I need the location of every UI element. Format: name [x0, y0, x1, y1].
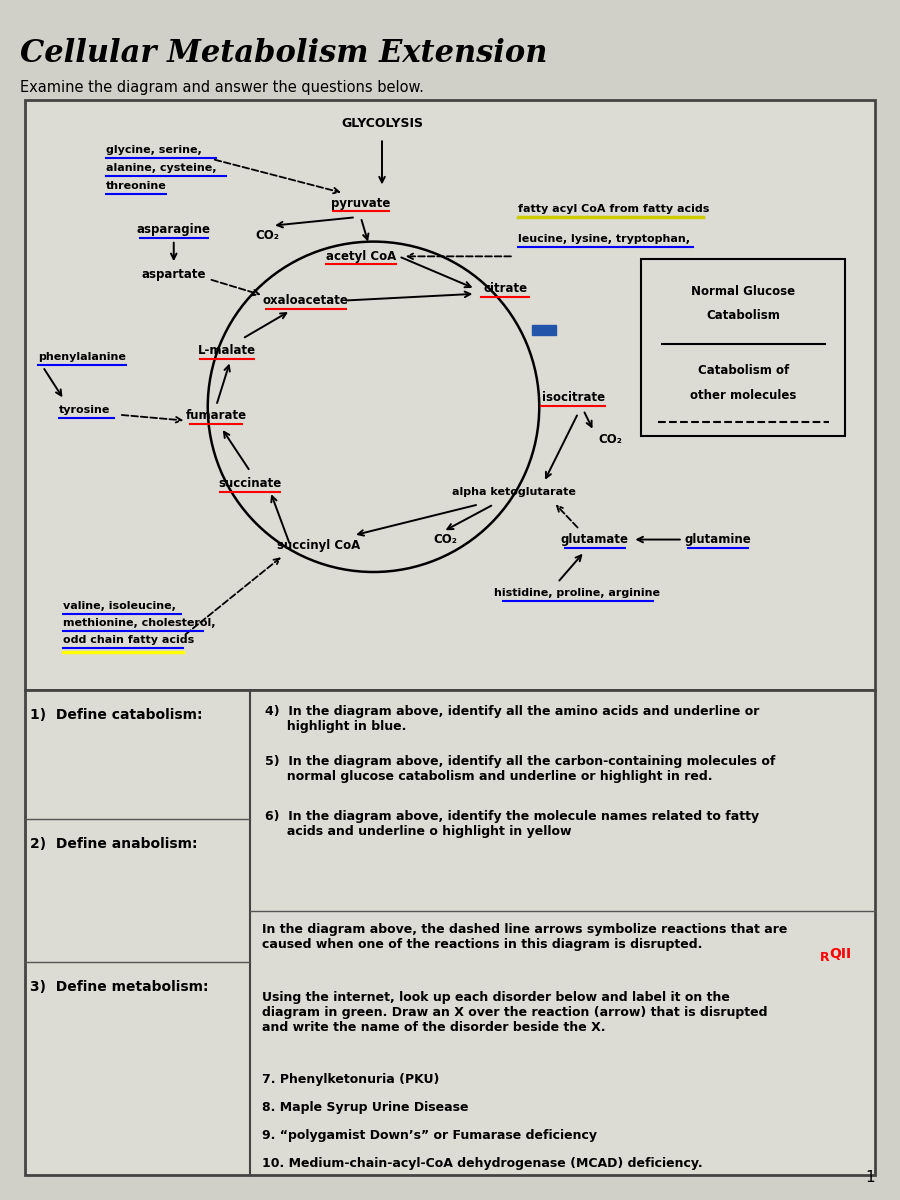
Text: citrate: citrate: [483, 282, 527, 295]
Bar: [25, 690, 875, 1175]
Text: 7. Phenylketonuria (PKU): 7. Phenylketonuria (PKU): [262, 1073, 439, 1086]
Text: 2)  Define anabolism:: 2) Define anabolism:: [30, 836, 197, 851]
Text: odd chain fatty acids: odd chain fatty acids: [63, 635, 194, 646]
Text: In the diagram above, the dashed line arrows symbolize reactions that are
caused: In the diagram above, the dashed line ar…: [262, 923, 788, 950]
Text: glutamine: glutamine: [684, 533, 752, 546]
Text: glutamate: glutamate: [561, 533, 628, 546]
Text: acetyl CoA: acetyl CoA: [326, 250, 396, 263]
Text: QII: QII: [829, 947, 851, 961]
Text: succinate: succinate: [219, 476, 282, 490]
Text: valine, isoleucine,: valine, isoleucine,: [63, 601, 176, 611]
Bar: [532, 325, 555, 335]
Text: fatty acyl CoA from fatty acids: fatty acyl CoA from fatty acids: [518, 204, 709, 214]
Bar: [641, 259, 845, 437]
Text: threonine: threonine: [106, 181, 166, 191]
Text: alpha ketoglutarate: alpha ketoglutarate: [452, 487, 576, 497]
Text: CO₂: CO₂: [433, 533, 457, 546]
Text: 8. Maple Syrup Urine Disease: 8. Maple Syrup Urine Disease: [262, 1100, 469, 1114]
Text: Catabolism of: Catabolism of: [698, 365, 789, 377]
Text: histidine, proline, arginine: histidine, proline, arginine: [494, 588, 661, 598]
Text: 3)  Define metabolism:: 3) Define metabolism:: [30, 979, 209, 994]
Text: oxaloacetate: oxaloacetate: [263, 294, 348, 307]
Text: Cellular Metabolism Extension: Cellular Metabolism Extension: [20, 38, 547, 68]
Text: 4)  In the diagram above, identify all the amino acids and underline or
     hig: 4) In the diagram above, identify all th…: [265, 704, 760, 733]
Text: 10. Medium-chain-acyl-CoA dehydrogenase (MCAD) deficiency.: 10. Medium-chain-acyl-CoA dehydrogenase …: [262, 1157, 703, 1170]
Text: other molecules: other molecules: [690, 389, 796, 402]
Text: alanine, cysteine,: alanine, cysteine,: [106, 163, 216, 173]
Text: 5)  In the diagram above, identify all the carbon-containing molecules of
     n: 5) In the diagram above, identify all th…: [265, 755, 776, 782]
Text: 9. “polygamist Down’s” or Fumarase deficiency: 9. “polygamist Down’s” or Fumarase defic…: [262, 1129, 597, 1141]
Text: isocitrate: isocitrate: [542, 391, 605, 404]
Text: Normal Glucose: Normal Glucose: [691, 284, 796, 298]
Text: 1)  Define catabolism:: 1) Define catabolism:: [30, 708, 202, 722]
Text: CO₂: CO₂: [598, 433, 623, 445]
Text: R: R: [820, 950, 830, 964]
Text: Examine the diagram and answer the questions below.: Examine the diagram and answer the quest…: [20, 80, 424, 95]
Text: aspartate: aspartate: [141, 268, 206, 281]
Text: leucine, lysine, tryptophan,: leucine, lysine, tryptophan,: [518, 234, 690, 244]
Text: pyruvate: pyruvate: [331, 197, 391, 210]
Text: fumarate: fumarate: [185, 409, 247, 422]
Text: CO₂: CO₂: [256, 229, 279, 242]
Text: glycine, serine,: glycine, serine,: [106, 145, 202, 155]
Bar: [25, 100, 875, 690]
Text: L-malate: L-malate: [198, 344, 256, 358]
Text: GLYCOLYSIS: GLYCOLYSIS: [341, 118, 423, 130]
Text: 1: 1: [866, 1170, 875, 1186]
Text: succinyl CoA: succinyl CoA: [276, 539, 360, 552]
Text: tyrosine: tyrosine: [59, 404, 111, 415]
Text: 6)  In the diagram above, identify the molecule names related to fatty
     acid: 6) In the diagram above, identify the mo…: [265, 810, 759, 838]
Text: Using the internet, look up each disorder below and label it on the
diagram in g: Using the internet, look up each disorde…: [262, 991, 768, 1033]
Text: Catabolism: Catabolism: [706, 310, 780, 323]
Text: asparagine: asparagine: [137, 223, 211, 236]
Text: phenylalanine: phenylalanine: [38, 352, 126, 361]
Text: methionine, cholesterol,: methionine, cholesterol,: [63, 618, 216, 629]
